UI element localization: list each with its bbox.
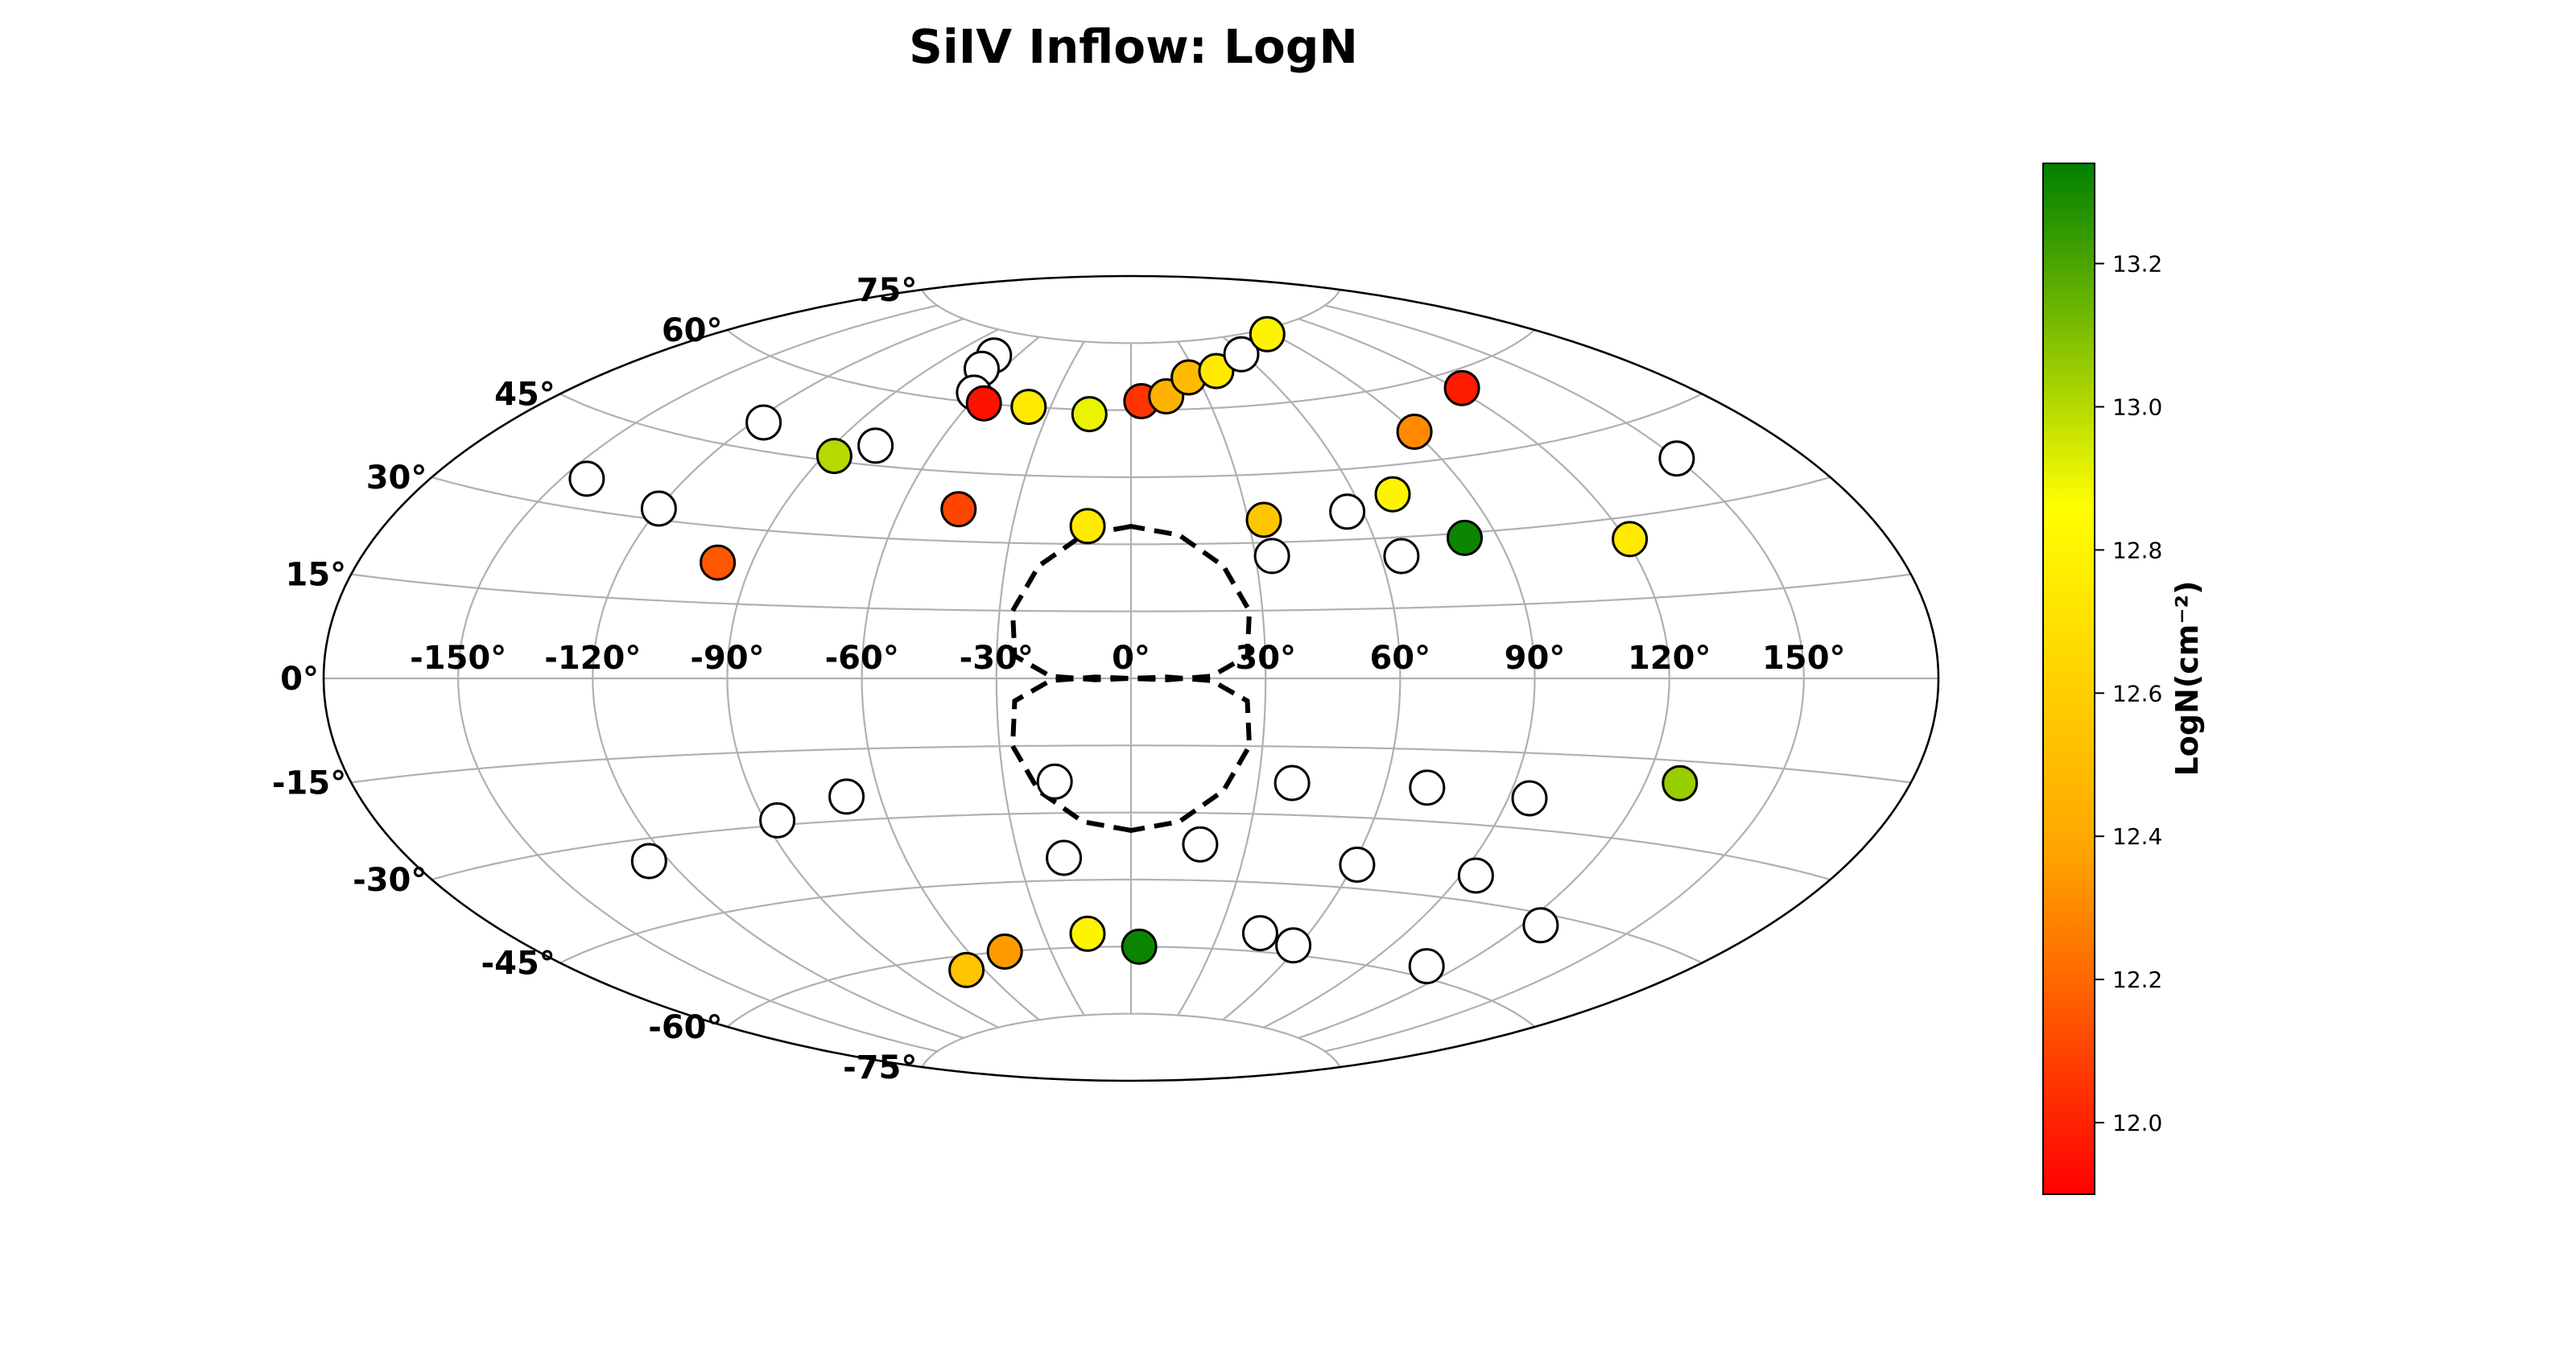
data-point bbox=[986, 934, 1023, 970]
data-point-empty bbox=[1182, 826, 1219, 863]
lon-tick-label: -60° bbox=[825, 640, 899, 677]
parallel-line bbox=[921, 1012, 1341, 1068]
data-point bbox=[965, 385, 1002, 422]
data-point bbox=[1662, 765, 1699, 802]
lon-tick-label: 60° bbox=[1369, 640, 1430, 677]
parallel-line bbox=[351, 744, 1911, 784]
north-bubble bbox=[1009, 524, 1253, 682]
lat-tick-label: -75° bbox=[843, 1049, 917, 1086]
data-point-empty bbox=[1275, 927, 1312, 964]
data-point-empty bbox=[1409, 769, 1446, 806]
data-point-empty bbox=[745, 404, 782, 441]
data-point bbox=[815, 438, 852, 475]
latitude-tick-labels: 75° 60° 45° 30° 15° 0° -15° -30° -45° -60° -75° bbox=[272, 272, 917, 1086]
lat-tick-label: 0° bbox=[280, 661, 319, 698]
data-point bbox=[948, 951, 985, 988]
data-point bbox=[1245, 501, 1282, 538]
data-point bbox=[1121, 928, 1158, 965]
south-bubble bbox=[1009, 674, 1253, 833]
data-point-empty bbox=[857, 427, 894, 464]
data-point-empty bbox=[1274, 765, 1311, 802]
parallel-line bbox=[351, 573, 1911, 612]
lon-tick-label: 150° bbox=[1762, 640, 1846, 677]
data-point-empty bbox=[1383, 538, 1420, 575]
data-point-empty bbox=[568, 460, 605, 497]
lat-tick-label: 75° bbox=[857, 272, 918, 309]
data-point bbox=[1069, 508, 1106, 545]
lon-tick-label: 0° bbox=[1112, 640, 1150, 677]
dashed-regions bbox=[1009, 524, 1253, 833]
colorbar-gradient bbox=[2042, 163, 2095, 1195]
parallel-line bbox=[559, 393, 1703, 479]
colorbar-tick-label: 12.2 bbox=[2112, 967, 2162, 993]
data-point-empty bbox=[1511, 780, 1548, 817]
data-point bbox=[1249, 315, 1286, 352]
data-point bbox=[1612, 521, 1649, 558]
lon-tick-label: -120° bbox=[544, 640, 641, 677]
colorbar-tick-label: 12.6 bbox=[2112, 680, 2162, 707]
data-point-empty bbox=[1457, 857, 1494, 894]
data-point-empty bbox=[759, 802, 796, 839]
data-point bbox=[1198, 352, 1235, 389]
lat-tick-label: 15° bbox=[286, 557, 347, 594]
data-point bbox=[1447, 519, 1483, 556]
lon-tick-label: -150° bbox=[410, 640, 506, 677]
data-point bbox=[700, 544, 737, 581]
data-point bbox=[1010, 389, 1047, 426]
data-point-empty bbox=[1658, 440, 1695, 477]
colorbar-tick-label: 12.8 bbox=[2112, 537, 2162, 563]
data-point-empty bbox=[1046, 839, 1083, 876]
lat-tick-label: -15° bbox=[272, 765, 346, 802]
lat-tick-label: 60° bbox=[662, 312, 723, 349]
lon-tick-label: -30° bbox=[960, 640, 1034, 677]
data-point-empty bbox=[1522, 907, 1559, 944]
longitude-tick-labels: -150° -120° -90° -60° -30° 0° 30° 60° 90° 120° 150… bbox=[410, 640, 1845, 677]
data-point-empty bbox=[1339, 847, 1376, 883]
projection-border bbox=[322, 274, 1940, 1082]
parallel-line bbox=[431, 811, 1831, 881]
lat-tick-label: -45° bbox=[481, 946, 555, 983]
lon-tick-label: -90° bbox=[690, 640, 764, 677]
data-point-empty bbox=[1223, 336, 1260, 373]
data-point-empty bbox=[828, 778, 865, 815]
data-point-empty bbox=[1329, 493, 1366, 530]
projection-boundary bbox=[322, 274, 1940, 1082]
lat-tick-label: -60° bbox=[648, 1009, 722, 1046]
data-point bbox=[1069, 915, 1106, 952]
parallel-line bbox=[921, 289, 1341, 344]
lon-tick-label: 120° bbox=[1628, 640, 1711, 677]
colorbar-tick-label: 13.0 bbox=[2112, 394, 2162, 421]
lat-tick-label: -30° bbox=[353, 862, 427, 899]
data-point-empty bbox=[1253, 538, 1290, 575]
colorbar-ticks: 12.0 12.2 12.4 12.6 12.8 13.0 13.2 bbox=[2095, 251, 2162, 1136]
lon-tick-label: 30° bbox=[1235, 640, 1296, 677]
lon-tick-label: 90° bbox=[1505, 640, 1566, 677]
data-point-empty bbox=[1036, 763, 1073, 800]
data-point-empty bbox=[1408, 948, 1445, 985]
colorbar-tick-label: 13.2 bbox=[2112, 251, 2162, 278]
data-point-empty bbox=[640, 490, 677, 527]
data-point bbox=[940, 491, 977, 528]
data-point-empty bbox=[630, 843, 667, 880]
colorbar: 12.0 12.2 12.4 12.6 12.8 13.0 13.2 LogN(cm⁻²) bbox=[2042, 163, 2205, 1195]
colorbar-tick-label: 12.0 bbox=[2112, 1110, 2162, 1136]
data-points bbox=[568, 315, 1699, 988]
colorbar-tick-label: 12.4 bbox=[2112, 823, 2162, 850]
colorbar-label: LogN(cm⁻²) bbox=[2169, 581, 2205, 777]
data-point bbox=[1443, 369, 1480, 406]
chart-title: SiIV Inflow: LogN bbox=[909, 19, 1358, 74]
data-point bbox=[1071, 396, 1108, 433]
lat-tick-label: 30° bbox=[366, 460, 427, 497]
data-point bbox=[1396, 414, 1433, 450]
lat-tick-label: 45° bbox=[494, 376, 555, 413]
data-point bbox=[1374, 476, 1411, 513]
data-point-empty bbox=[1241, 915, 1278, 952]
